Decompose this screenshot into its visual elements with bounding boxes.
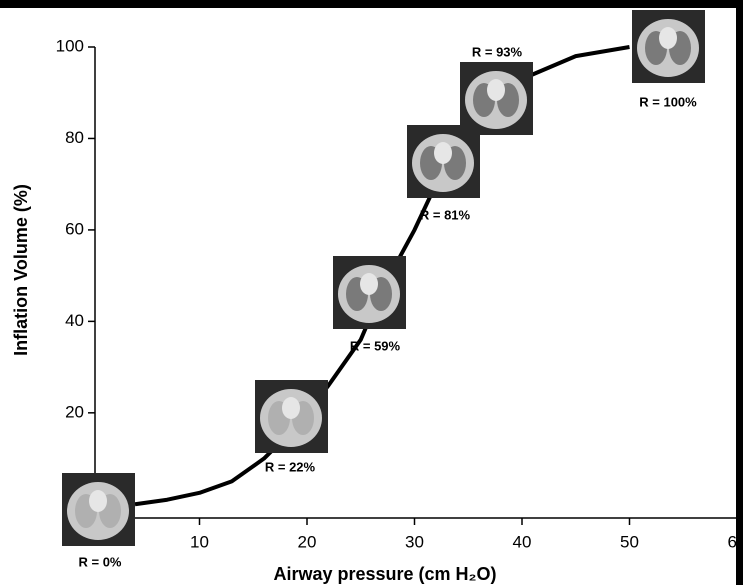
y-tick-label: 40 — [65, 311, 84, 330]
y-axis-title: Inflation Volume (%) — [11, 184, 31, 356]
x-tick-label: 40 — [513, 532, 532, 551]
x-tick-label: 30 — [405, 532, 424, 551]
annotation: R = 93% — [472, 44, 523, 59]
ct-heart — [360, 273, 378, 295]
x-tick-label: 20 — [298, 532, 317, 551]
y-tick-label: 20 — [65, 402, 84, 421]
ct-heart — [659, 27, 677, 49]
y-tick-label: 100 — [56, 36, 84, 55]
ct-heart — [487, 79, 505, 101]
x-tick-label: 60 — [728, 532, 743, 551]
ct-heart — [282, 397, 300, 419]
annotation: R = 59% — [350, 338, 401, 353]
x-tick-label: 10 — [190, 532, 209, 551]
y-tick-label: 60 — [65, 219, 84, 238]
annotation: R = 0% — [79, 554, 122, 569]
annotation: R = 81% — [420, 207, 471, 222]
ct-heart — [434, 142, 452, 164]
x-tick-label: 50 — [620, 532, 639, 551]
ct-heart — [89, 490, 107, 512]
annotation: R = 100% — [639, 94, 697, 109]
annotation: R = 22% — [265, 459, 316, 474]
y-tick-label: 80 — [65, 128, 84, 147]
x-axis-title: Airway pressure (cm H₂O) — [273, 564, 496, 584]
